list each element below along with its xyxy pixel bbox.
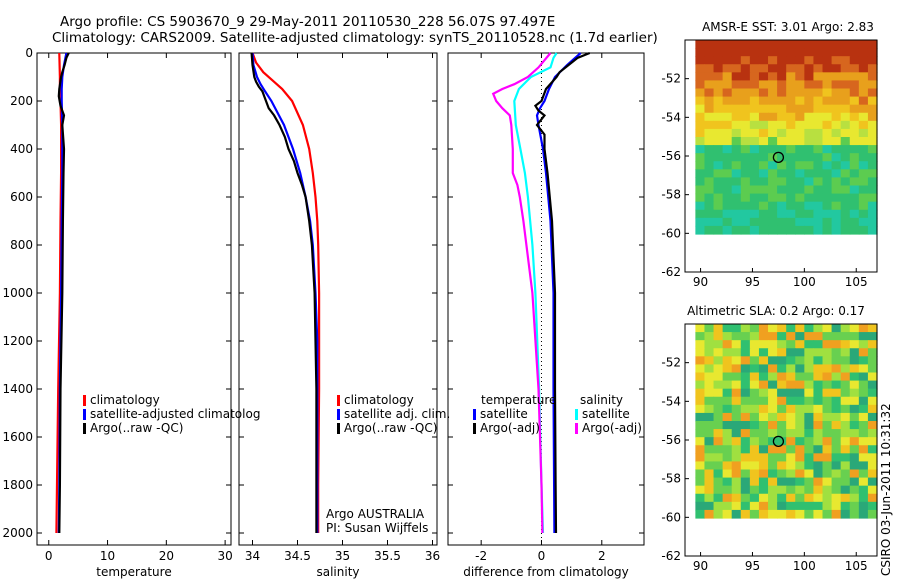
map-y-tick-label: -52 xyxy=(661,356,681,370)
map-y-tick-label: -56 xyxy=(661,433,681,447)
map-y-tick-label: -58 xyxy=(661,188,681,202)
y-tick-label: 400 xyxy=(10,142,33,156)
legend-swatch-cyan xyxy=(575,409,578,420)
series-line-black xyxy=(533,51,591,534)
y-tick-label: 1600 xyxy=(2,430,33,444)
map-x-tick-label: 90 xyxy=(693,275,708,289)
map-y-tick-label: -62 xyxy=(661,549,681,563)
series-line-blue xyxy=(535,52,582,534)
legend-item-salinity: Argo(..raw -QC) xyxy=(344,421,437,435)
x-tick-label-difference: -2 xyxy=(475,549,487,563)
legend-swatch-blue xyxy=(83,409,86,420)
annotation-float-owner: Argo AUSTRALIA xyxy=(326,507,425,521)
legend-swatch-blue xyxy=(473,409,476,420)
panel-frame-salinity xyxy=(238,52,438,546)
x-axis-label-temperature: temperature xyxy=(96,565,171,579)
map-title-sla-map: Altimetric SLA: 0.2 Argo: 0.17 xyxy=(687,304,865,318)
legend-item-diff-sal: Argo(-adj) xyxy=(582,421,642,435)
panel-frame-temperature xyxy=(36,52,232,546)
y-tick-label: 0 xyxy=(25,46,33,60)
legend-header-temperature: temperature xyxy=(481,393,556,407)
map-image-sla-map xyxy=(695,324,878,519)
map-x-tick-label: 105 xyxy=(845,275,868,289)
legend-item-diff-sal: satellite xyxy=(582,407,630,421)
map-title-sst-map: AMSR-E SST: 3.01 Argo: 2.83 xyxy=(702,20,874,34)
y-tick-label: 800 xyxy=(10,238,33,252)
series-line-black xyxy=(57,52,70,534)
x-axis-label-difference: difference from climatology xyxy=(463,565,629,579)
map-x-tick-label: 95 xyxy=(745,275,760,289)
y-tick-label: 1200 xyxy=(2,334,33,348)
map-image-sst-map xyxy=(695,40,878,235)
legend-swatch-black xyxy=(83,423,86,434)
legend-header-salinity: salinity xyxy=(580,393,623,407)
x-tick-label-temperature: 0 xyxy=(45,549,53,563)
map-y-tick-label: -60 xyxy=(661,226,681,240)
panel-frame-difference xyxy=(447,52,645,546)
y-tick-label: 600 xyxy=(10,190,33,204)
map-x-tick-label: 105 xyxy=(845,559,868,573)
legend-item-diff-temp: satellite xyxy=(480,407,528,421)
legend-swatch-black xyxy=(473,423,476,434)
figure-title: Argo profile: CS 5903670_9 29-May-2011 2… xyxy=(60,14,556,30)
argo-position-marker xyxy=(772,151,785,164)
x-axis-label-salinity: salinity xyxy=(316,565,359,579)
x-tick-label-salinity: 36 xyxy=(425,549,440,563)
map-x-tick-label: 100 xyxy=(793,275,816,289)
x-tick-label-temperature: 30 xyxy=(217,549,232,563)
x-tick-label-temperature: 10 xyxy=(100,549,115,563)
legend-swatch-blue xyxy=(337,409,340,420)
series-line-red xyxy=(251,52,321,533)
map-y-tick-label: -58 xyxy=(661,472,681,486)
y-tick-label: 1000 xyxy=(2,286,33,300)
map-y-tick-label: -54 xyxy=(661,394,681,408)
legend-item-salinity: satellite adj. clim. xyxy=(344,407,450,421)
series-line-magenta xyxy=(491,52,552,534)
annotation-pi: PI: Susan Wijffels xyxy=(326,521,428,535)
legend-item-temperature: climatology xyxy=(90,393,160,407)
x-tick-label-temperature: 20 xyxy=(159,549,174,563)
map-x-tick-label: 95 xyxy=(745,559,760,573)
map-x-tick-label: 100 xyxy=(793,559,816,573)
legend-item-salinity: climatology xyxy=(344,393,414,407)
map-y-tick-label: -52 xyxy=(661,72,681,86)
y-tick-label: 200 xyxy=(10,94,33,108)
legend-item-temperature: satellite-adjusted climatolog xyxy=(90,407,260,421)
legend-swatch-red xyxy=(83,395,86,406)
x-tick-label-salinity: 34.5 xyxy=(284,549,311,563)
map-x-tick-label: 90 xyxy=(693,559,708,573)
legend-swatch-red xyxy=(337,395,340,406)
x-tick-label-difference: 0 xyxy=(538,549,546,563)
legend-swatch-magenta xyxy=(575,423,578,434)
series-line-blue xyxy=(251,52,319,533)
series-line-cyan xyxy=(513,52,558,534)
figure-subtitle: Climatology: CARS2009. Satellite-adjuste… xyxy=(52,30,658,46)
series-line-black xyxy=(250,52,318,533)
y-tick-label: 1800 xyxy=(2,478,33,492)
x-tick-label-salinity: 35.5 xyxy=(374,549,401,563)
y-tick-label: 1400 xyxy=(2,382,33,396)
y-tick-label: 2000 xyxy=(2,526,33,540)
x-tick-label-salinity: 35 xyxy=(335,549,350,563)
legend-item-temperature: Argo(..raw -QC) xyxy=(90,421,183,435)
legend-swatch-black xyxy=(337,423,340,434)
map-y-tick-label: -56 xyxy=(661,149,681,163)
map-y-tick-label: -54 xyxy=(661,110,681,124)
x-tick-label-salinity: 34 xyxy=(245,549,260,563)
map-y-tick-label: -62 xyxy=(661,265,681,279)
x-tick-label-difference: 2 xyxy=(598,549,606,563)
argo-position-marker xyxy=(772,435,785,448)
map-y-tick-label: -60 xyxy=(661,510,681,524)
legend-item-diff-temp: Argo(-adj) xyxy=(480,421,540,435)
